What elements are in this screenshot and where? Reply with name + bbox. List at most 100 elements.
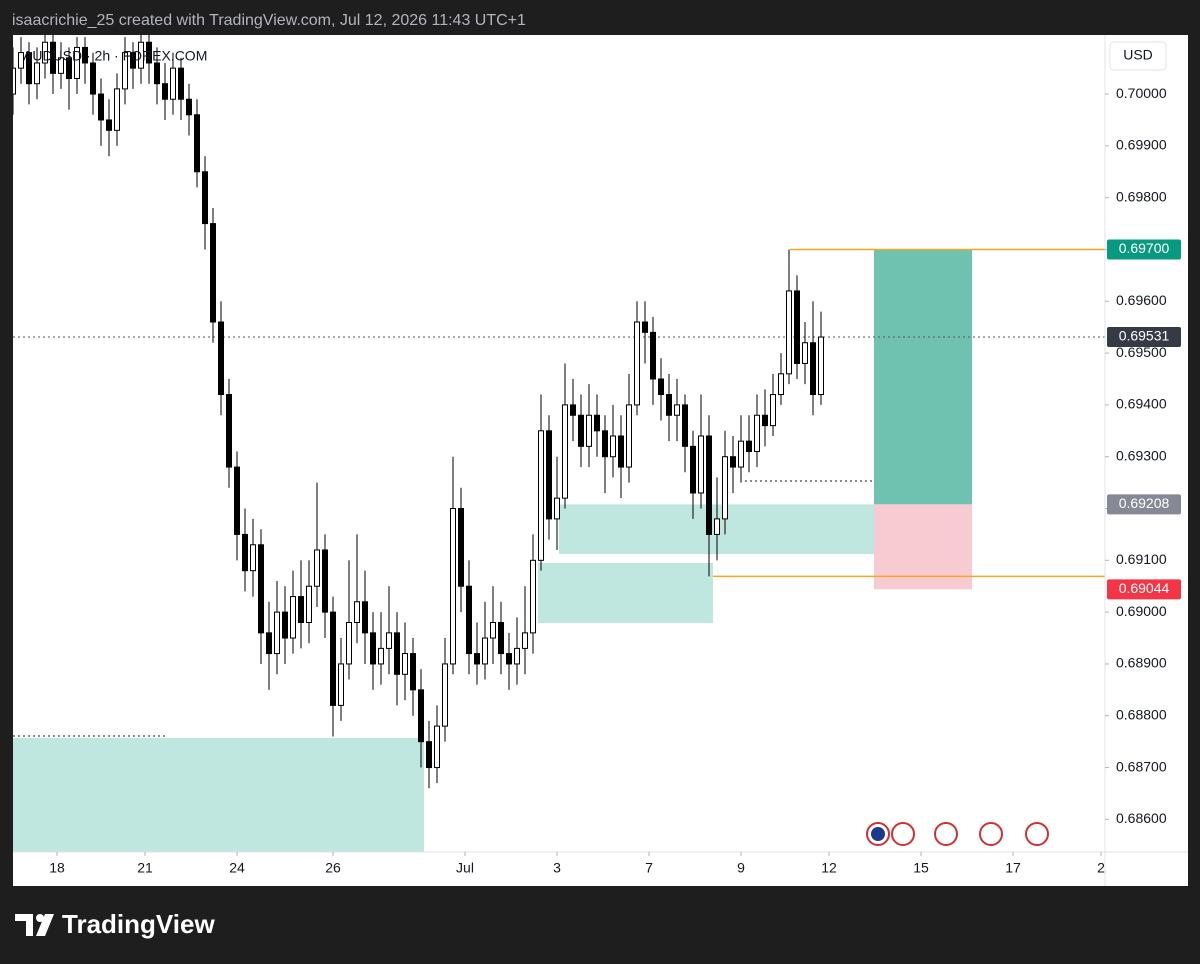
candle-body xyxy=(18,52,24,69)
event-flag xyxy=(1025,822,1049,846)
event-flag xyxy=(891,822,915,846)
candle-body xyxy=(810,342,816,396)
logo-part xyxy=(36,914,54,936)
candle-body xyxy=(754,414,760,453)
x-tick-label: 2 xyxy=(1097,860,1105,876)
candle-body xyxy=(186,98,192,116)
y-tick-label: 0.69600 xyxy=(1116,292,1167,308)
candle-body xyxy=(210,223,216,323)
candle-body xyxy=(506,653,512,665)
brand: TradingView xyxy=(62,909,215,939)
candle-body xyxy=(50,41,56,74)
zone xyxy=(538,562,713,624)
candle-body xyxy=(642,321,648,333)
logo-part xyxy=(36,914,44,922)
candle-body xyxy=(314,549,320,587)
price-tag-label: 0.69044 xyxy=(1119,580,1170,596)
candle-body xyxy=(738,440,744,468)
candle-body xyxy=(498,621,504,655)
logo-part xyxy=(15,914,33,921)
candle-body xyxy=(178,67,184,100)
candle-body xyxy=(13,67,16,95)
event-flag-inner xyxy=(871,827,885,841)
candle-body xyxy=(146,41,152,64)
candle-body xyxy=(794,290,800,364)
candle-body xyxy=(170,67,176,100)
candle-body xyxy=(778,373,784,396)
candle-body xyxy=(570,404,576,416)
candle-body xyxy=(338,663,344,706)
logo-part xyxy=(26,914,33,936)
candle-body xyxy=(618,435,624,468)
currency-box xyxy=(1109,41,1167,71)
candle-body xyxy=(226,394,232,468)
candle-body xyxy=(258,544,264,634)
candle-body xyxy=(250,544,256,572)
x-tick-label: 3 xyxy=(553,860,561,876)
candle-body xyxy=(530,559,536,634)
x-tick-label: 26 xyxy=(325,860,341,876)
candle-body xyxy=(554,497,560,520)
y-tick-label: 0.68800 xyxy=(1116,706,1167,722)
candle-body xyxy=(410,653,416,691)
candle-body xyxy=(722,456,728,520)
candle-body xyxy=(418,689,424,743)
candle-body xyxy=(282,611,288,639)
candle-body xyxy=(42,41,48,64)
candle-body xyxy=(594,414,600,432)
x-tick-label: 21 xyxy=(137,860,153,876)
candle-body xyxy=(274,611,280,655)
event-flag xyxy=(979,822,1003,846)
candle-body xyxy=(450,508,456,665)
candle-body xyxy=(66,57,72,80)
candle-body xyxy=(130,52,136,69)
candle-body xyxy=(818,336,824,396)
candle-body xyxy=(786,290,792,375)
candle-body xyxy=(106,119,112,131)
candle-body xyxy=(386,632,392,649)
candle-body xyxy=(402,653,408,675)
x-tick-label: Jul xyxy=(456,860,474,876)
candle-body xyxy=(194,114,200,173)
candle-body xyxy=(666,394,672,416)
x-tick-label: 18 xyxy=(49,860,65,876)
candle-body xyxy=(26,52,32,85)
candle-body xyxy=(394,632,400,675)
candle-body xyxy=(114,88,120,131)
candle-body xyxy=(466,585,472,655)
x-tick-label: 12 xyxy=(821,860,837,876)
candle-body xyxy=(698,435,704,494)
y-tick-label: 0.68900 xyxy=(1116,655,1167,671)
candle-body xyxy=(706,435,712,535)
candle-body xyxy=(770,394,776,427)
y-tick-label: 0.70000 xyxy=(1116,85,1167,101)
candle-body xyxy=(154,62,160,85)
price-tag xyxy=(1107,239,1181,260)
candle-body xyxy=(202,171,208,225)
candle-body xyxy=(218,321,224,396)
candle-body xyxy=(138,41,144,69)
candle-body xyxy=(602,430,608,458)
x-tick-label: 24 xyxy=(229,860,245,876)
x-tick-label: 15 xyxy=(913,860,929,876)
brand-logo xyxy=(15,914,54,936)
candle-body xyxy=(362,601,368,634)
candle-body xyxy=(482,637,488,665)
candle-body xyxy=(610,435,616,458)
candle-body xyxy=(658,378,664,396)
candle-body xyxy=(90,62,96,95)
price-tag-label: 0.69700 xyxy=(1119,240,1170,256)
candle-body xyxy=(58,57,64,74)
candle-body xyxy=(290,596,296,639)
candle-body xyxy=(298,596,304,623)
price-tag xyxy=(1107,327,1181,348)
y-tick-label: 0.69000 xyxy=(1116,603,1167,619)
candle-body xyxy=(306,585,312,623)
plot xyxy=(13,35,1105,852)
header: isaacrichie_25 created with TradingView.… xyxy=(12,12,526,29)
candle-body xyxy=(74,46,80,80)
candle-body xyxy=(234,466,240,535)
candle-body xyxy=(162,83,168,100)
zone xyxy=(13,738,424,852)
